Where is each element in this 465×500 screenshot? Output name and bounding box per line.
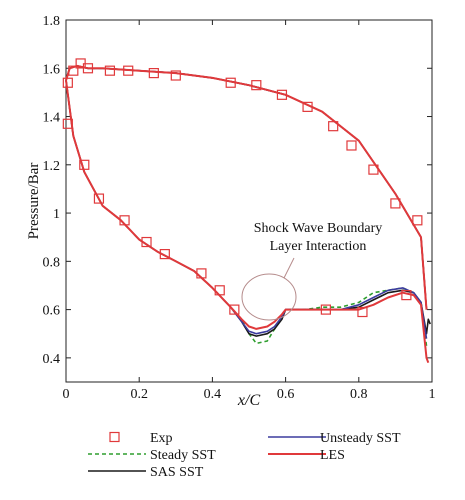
y-tick-label: 1.6 <box>43 62 61 77</box>
series-layer <box>65 64 431 364</box>
legend-label-sas-sst: SAS SST <box>150 465 204 480</box>
exp-point <box>368 164 379 175</box>
x-tick-label: 0.2 <box>130 387 148 402</box>
legend: Exp Unsteady SST Steady SST LES SAS SST <box>88 431 401 480</box>
exp-point <box>148 67 159 79</box>
y-tick-label: 0.8 <box>43 255 61 270</box>
exp-point <box>320 304 331 315</box>
y-tick-label: 0.4 <box>43 352 61 367</box>
x-axis-label: x/C <box>237 392 261 409</box>
series-line-unsteady-sst-upper <box>65 65 428 310</box>
exp-point <box>68 65 79 76</box>
annotation: Shock Wave Boundary Layer Interaction <box>241 221 382 321</box>
y-tick-label: 1.4 <box>43 111 61 126</box>
exp-point <box>390 198 401 209</box>
exp-point <box>276 89 288 100</box>
exp-point <box>401 290 412 301</box>
exp-point <box>141 236 152 248</box>
y-axis: 0.4 0.6 0.8 1 1.2 1.4 1.6 1.8 <box>43 14 432 367</box>
exp-point <box>93 193 105 204</box>
y-tick-label: 1.8 <box>43 14 61 29</box>
exp-point <box>79 159 90 170</box>
exp-point <box>170 70 181 81</box>
legend-label-unsteady-sst: Unsteady SST <box>320 431 401 446</box>
annotation-pointer <box>283 257 295 279</box>
legend-label-les: LES <box>320 448 345 463</box>
plot-area <box>65 19 433 383</box>
marker-layer <box>62 58 423 318</box>
annotation-line-2: Layer Interaction <box>270 239 367 254</box>
exp-point <box>229 304 240 315</box>
x-tick-label: 0.4 <box>204 387 222 402</box>
exp-point <box>412 215 423 226</box>
series-line-sas-sst-upper <box>65 65 428 310</box>
series-line-steady-sst-upper <box>65 65 428 310</box>
y-tick-label: 1 <box>53 207 60 222</box>
x-tick-label: 1 <box>429 387 436 402</box>
exp-point <box>119 215 130 226</box>
exp-point <box>82 63 94 74</box>
x-tick-label: 0.8 <box>350 387 368 402</box>
exp-point <box>357 306 368 318</box>
legend-label-steady-sst: Steady SST <box>150 448 216 463</box>
exp-point <box>196 268 207 279</box>
exp-point <box>62 77 73 88</box>
series-line-les-lower <box>65 80 430 364</box>
exp-point <box>123 65 134 76</box>
exp-point <box>62 118 73 129</box>
legend-label-exp: Exp <box>150 431 173 446</box>
plot-frame <box>65 19 433 383</box>
y-axis-label: Pressure/Bar <box>26 163 42 240</box>
exp-point <box>328 121 339 132</box>
x-axis: 0 0.2 0.4 0.6 0.8 1 <box>63 20 436 402</box>
annotation-line-1: Shock Wave Boundary <box>254 221 382 236</box>
annotation-ellipse <box>241 273 297 321</box>
y-tick-label: 1.2 <box>43 159 61 174</box>
series-line-sas-sst-lower <box>65 80 431 337</box>
x-tick-label: 0 <box>63 387 70 402</box>
exp-point <box>104 65 116 76</box>
exp-point <box>159 248 170 260</box>
exp-point <box>251 80 262 91</box>
series-line-les-upper <box>65 64 428 310</box>
y-tick-label: 0.6 <box>43 304 61 319</box>
exp-point <box>346 140 357 151</box>
exp-point <box>302 101 313 112</box>
x-tick-label: 0.6 <box>277 387 295 402</box>
exp-point <box>214 285 225 296</box>
legend-symbol-exp <box>109 431 120 443</box>
exp-point <box>225 77 236 88</box>
